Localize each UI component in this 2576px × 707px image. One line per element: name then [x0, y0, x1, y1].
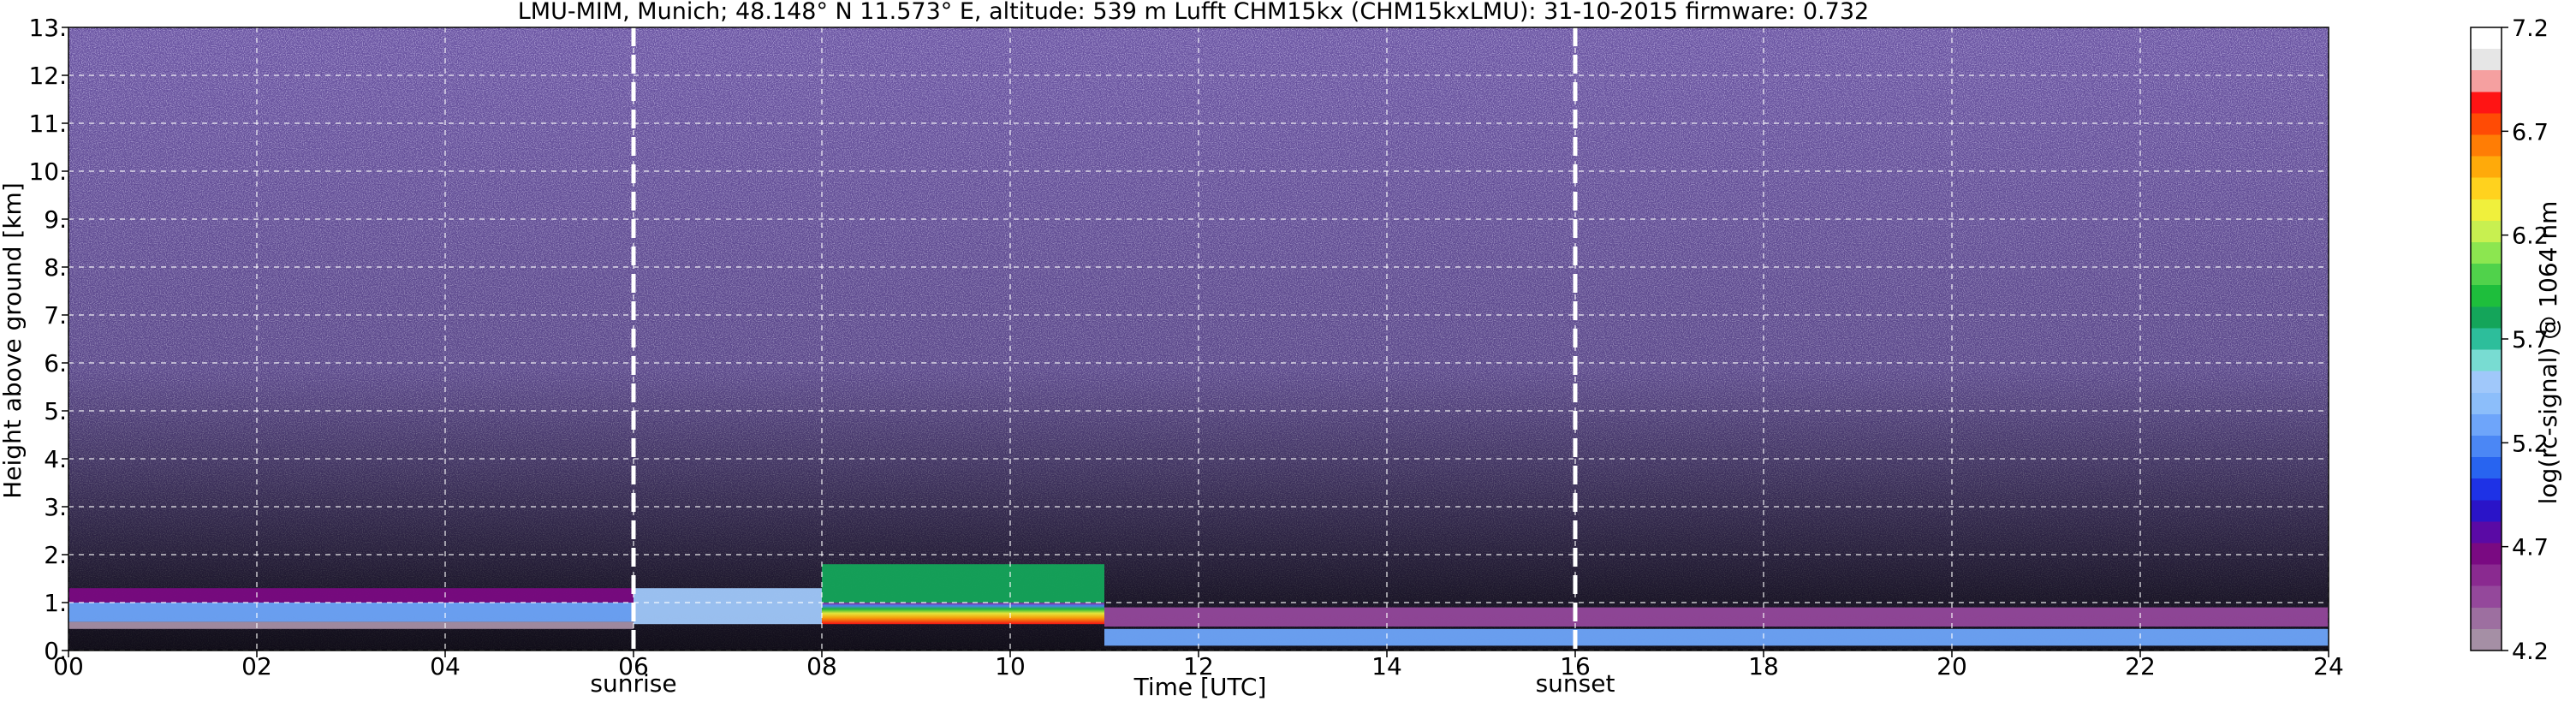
y-axis-ticks: 0. 1. 2. 3. 4. 5. 6. 7. 8. 9. 10. 11. 12. 13.: [28, 14, 68, 665]
y-tick-label: 0.: [44, 637, 67, 665]
colorbar-ticks: 4.2 4.7 5.2 5.7 6.2 6.7 7.2: [2502, 15, 2549, 665]
y-tick-label: 10.: [28, 157, 67, 186]
y-axis-label: Height above ground [km]: [0, 182, 27, 499]
sun-marker-label: sunrise: [590, 669, 676, 698]
colorbar-tick-label: 5.2: [2512, 431, 2549, 457]
backscatter-layer: [68, 588, 634, 603]
colorbar: 4.2 4.7 5.2 5.7 6.2 6.7 7.2 log(rc-signal) @ 1…: [2470, 15, 2562, 665]
backscatter-layer: [1104, 628, 2329, 646]
colorbar-tick-label: 7.2: [2512, 15, 2549, 42]
x-tick-label: 18: [1748, 652, 1779, 680]
backscatter-layer: [1104, 607, 2329, 627]
x-tick-label: 10: [995, 652, 1026, 680]
chart-title: LMU-MIM, Munich; 48.148° N 11.573° E, al…: [518, 0, 1869, 25]
backscatter-layers: [68, 564, 2329, 646]
x-tick-label: 04: [430, 652, 461, 680]
x-tick-label: 06: [618, 652, 649, 680]
backscatter-layer: [68, 603, 634, 622]
y-tick-label: 1.: [44, 589, 67, 617]
colorbar-tick-label: 5.7: [2512, 327, 2549, 354]
backscatter-layer: [68, 621, 634, 629]
y-tick-label: 13.: [28, 14, 67, 42]
colorbar-scale: [2470, 27, 2502, 651]
colorbar-tick-label: 6.7: [2512, 119, 2549, 146]
backscatter-layer: [822, 564, 1104, 603]
colorbar-tick-label: 6.2: [2512, 223, 2549, 250]
grid-lines: [68, 27, 2329, 651]
colorbar-tick-label: 4.7: [2512, 535, 2549, 561]
x-tick-label: 02: [241, 652, 272, 680]
y-tick-label: 6.: [44, 349, 67, 377]
x-tick-label: 08: [806, 652, 837, 680]
y-tick-label: 8.: [44, 253, 67, 282]
x-tick-label: 16: [1560, 652, 1591, 680]
sun-marker-label: sunset: [1536, 669, 1615, 698]
x-tick-label: 00: [53, 652, 84, 680]
x-axis-label: Time [UTC]: [1133, 673, 1267, 701]
colorbar-label: log(rc-signal) @ 1064 nm: [2534, 201, 2562, 505]
y-tick-label: 9.: [44, 205, 67, 234]
x-tick-label: 22: [2125, 652, 2156, 680]
x-tick-label: 14: [1371, 652, 1402, 680]
x-tick-label: 12: [1183, 652, 1214, 680]
y-tick-label: 5.: [44, 397, 67, 425]
x-tick-label: 24: [2313, 652, 2344, 680]
sun-markers: sunrise sunset: [590, 27, 1615, 698]
x-axis-ticks: 00 02 04 06 08 10 12 14 16 18 20 22 24: [53, 651, 2344, 680]
y-tick-label: 11.: [28, 110, 67, 138]
backscatter-layer: [822, 603, 1104, 625]
backscatter-layer: [634, 588, 822, 625]
y-tick-label: 3.: [44, 493, 67, 521]
y-tick-label: 2.: [44, 541, 67, 569]
x-tick-label: 20: [1936, 652, 1967, 680]
y-tick-label: 12.: [28, 62, 67, 90]
y-tick-label: 4.: [44, 445, 67, 473]
y-tick-label: 7.: [44, 301, 67, 330]
colorbar-tick-label: 4.2: [2512, 639, 2549, 665]
